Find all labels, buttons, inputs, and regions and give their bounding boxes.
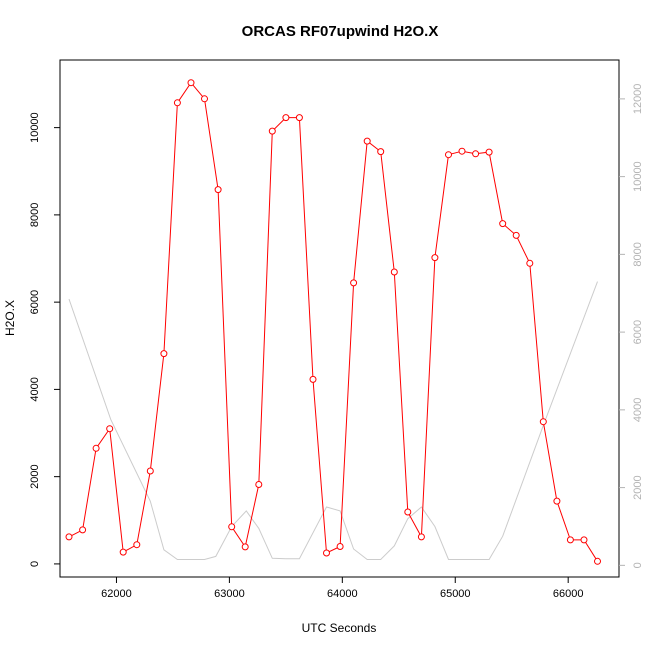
y-tick-label: 2000	[29, 464, 41, 488]
data-point	[282, 114, 290, 122]
x-axis-label: UTC Seconds	[302, 621, 377, 635]
data-point	[472, 150, 480, 158]
data-point	[539, 418, 547, 426]
data-point	[65, 533, 73, 541]
data-point	[594, 557, 601, 565]
y2-tick-label: 2000	[632, 475, 644, 499]
data-point	[417, 533, 425, 541]
data-point	[228, 523, 236, 531]
data-point	[133, 541, 141, 549]
data-point	[431, 254, 439, 262]
y-axis-label: H2O.X	[3, 300, 17, 336]
data-point	[363, 137, 371, 145]
data-point	[323, 549, 330, 557]
y2-tick-label: 8000	[632, 242, 644, 266]
y-tick-label: 6000	[29, 290, 41, 314]
x-tick-label: 65000	[440, 588, 471, 600]
data-point	[458, 147, 466, 155]
y-axis-left: 0 2000 4000 6000 8000 10000	[29, 112, 60, 567]
h2o-series-line	[68, 81, 598, 562]
data-point	[92, 444, 100, 452]
data-point	[390, 268, 398, 276]
y-tick-label: 4000	[29, 377, 41, 401]
data-point	[526, 259, 534, 267]
y-tick-label: 10000	[29, 112, 41, 143]
secondary-series-line	[68, 281, 598, 560]
y-tick-label: 0	[29, 561, 41, 567]
data-point	[566, 536, 574, 544]
data-point	[255, 481, 263, 488]
data-point	[553, 497, 561, 505]
data-point	[404, 508, 412, 516]
data-point	[214, 186, 222, 194]
y2-tick-label: 12000	[632, 84, 644, 115]
x-axis: 62000 63000 64000 65000 66000	[101, 577, 583, 600]
y2-tick-label: 10000	[632, 161, 644, 192]
data-point	[201, 95, 208, 103]
x-tick-label: 64000	[327, 588, 358, 600]
data-point	[241, 543, 249, 551]
y-tick-label: 8000	[29, 203, 41, 227]
data-point	[119, 548, 127, 556]
data-point	[106, 425, 114, 433]
data-point	[309, 375, 317, 383]
data-point	[79, 526, 87, 534]
data-point	[268, 127, 276, 135]
data-point	[160, 350, 168, 358]
x-tick-label: 62000	[101, 588, 132, 600]
data-point	[295, 114, 303, 122]
data-point	[445, 151, 452, 159]
data-point	[499, 220, 507, 228]
x-tick-label: 63000	[214, 588, 245, 600]
data-point	[146, 467, 154, 475]
series-layer	[65, 79, 601, 565]
data-point	[377, 148, 385, 156]
data-point	[512, 231, 520, 239]
y2-tick-label: 0	[632, 562, 644, 568]
data-point	[336, 543, 344, 550]
data-point	[580, 536, 588, 544]
data-point	[350, 279, 358, 287]
data-point	[173, 99, 181, 107]
x-tick-label: 66000	[553, 588, 584, 600]
plot-frame	[59, 59, 620, 578]
y2-tick-label: 4000	[632, 398, 644, 422]
data-point	[187, 79, 195, 87]
chart-title: ORCAS RF07upwind H2O.X	[242, 23, 439, 40]
y-axis-right: 0 2000 4000 6000 8000 10000 12000	[619, 84, 644, 568]
y2-tick-label: 6000	[632, 320, 644, 344]
data-point	[485, 148, 493, 156]
